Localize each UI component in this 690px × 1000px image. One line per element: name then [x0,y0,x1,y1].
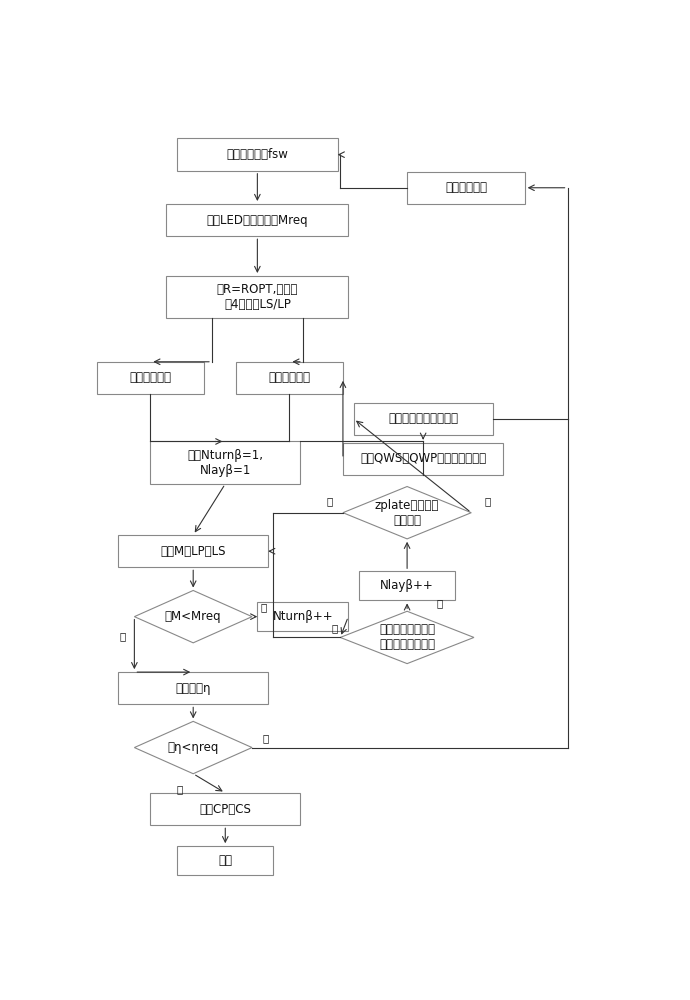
Text: 选用磁导率更高的磁芯: 选用磁导率更高的磁芯 [388,412,458,425]
Text: 计算CP和CS: 计算CP和CS [199,803,251,816]
FancyBboxPatch shape [257,602,348,631]
Text: Nturnβ++: Nturnβ++ [273,610,333,623]
FancyBboxPatch shape [119,672,268,704]
Text: 若M<Mreq: 若M<Mreq [165,610,221,623]
FancyBboxPatch shape [343,443,504,475]
Text: 线圈半径是否超过
磁平面半径的一半: 线圈半径是否超过 磁平面半径的一半 [379,623,435,651]
FancyBboxPatch shape [166,276,348,318]
FancyBboxPatch shape [236,362,343,394]
FancyBboxPatch shape [166,204,348,236]
Text: 是: 是 [261,602,267,612]
FancyBboxPatch shape [150,441,300,484]
Text: 令R=ROPT,根据式
（4）计算LS/LP: 令R=ROPT,根据式 （4）计算LS/LP [217,283,298,311]
FancyBboxPatch shape [97,362,204,394]
Text: Nlayβ++: Nlayβ++ [380,579,434,592]
Polygon shape [340,611,474,664]
Text: 选定开关频率fsw: 选定开关频率fsw [226,148,288,161]
FancyBboxPatch shape [359,571,455,600]
Text: 计算LED电流所需的Mreq: 计算LED电流所需的Mreq [206,214,308,227]
Polygon shape [135,721,252,774]
Polygon shape [135,590,252,643]
Text: 设定Nturnβ=1,
Nlayβ=1: 设定Nturnβ=1, Nlayβ=1 [187,449,264,477]
Text: 否: 否 [332,623,338,633]
FancyBboxPatch shape [177,138,337,171]
Polygon shape [343,487,471,539]
Text: 选择线圈材料: 选择线圈材料 [268,371,310,384]
FancyBboxPatch shape [119,535,268,567]
FancyBboxPatch shape [353,403,493,435]
Text: 选用QWS和QWP更高的线圈材料: 选用QWS和QWP更高的线圈材料 [360,452,486,465]
Text: zplate是否超过
给定气隙: zplate是否超过 给定气隙 [375,499,440,527]
Text: 是: 是 [262,733,268,743]
Text: 否: 否 [326,496,333,506]
Text: 否: 否 [177,784,183,794]
FancyBboxPatch shape [150,793,300,825]
FancyBboxPatch shape [177,846,273,875]
Text: 增大开关频率: 增大开关频率 [445,181,487,194]
Text: 选择磁芯材料: 选择磁芯材料 [130,371,171,384]
Text: 计算效率η: 计算效率η [175,682,211,695]
Text: 是: 是 [484,496,491,506]
FancyBboxPatch shape [407,172,524,204]
Text: 是: 是 [436,599,442,609]
Text: 计算M，LP，LS: 计算M，LP，LS [161,545,226,558]
Text: 结束: 结束 [218,854,233,867]
Text: 若η<ηreq: 若η<ηreq [168,741,219,754]
Text: 否: 否 [119,631,126,641]
